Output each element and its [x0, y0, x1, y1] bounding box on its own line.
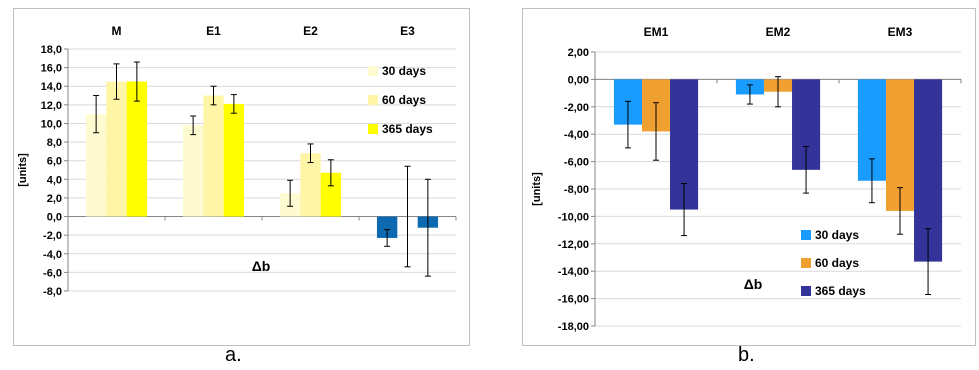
- annotation-delta-b: Δb: [744, 276, 763, 292]
- y-tick-label: 18,0: [41, 44, 62, 56]
- y-tick-label: -8,00: [564, 184, 589, 196]
- bar: [85, 114, 107, 217]
- bar: [106, 81, 127, 217]
- y-tick-label: 6,0: [47, 156, 62, 168]
- y-tick-label: 14,0: [41, 81, 62, 93]
- y-tick-label: -4,0: [43, 249, 62, 261]
- chart-b: 2,00 0,00 -2,00 -4,00 -6,00 -8,00 -10,00 -12,00…: [522, 8, 976, 346]
- legend-label: 365 days: [382, 122, 433, 136]
- chart-b-svg: 2,00 0,00 -2,00 -4,00 -6,00 -8,00 -10,00 -12,00…: [531, 25, 962, 333]
- bar: [376, 216, 398, 238]
- y-tick-label: 16,0: [41, 63, 62, 75]
- legend-swatch: [801, 286, 811, 296]
- legend-swatch: [368, 95, 378, 105]
- category-label: EM3: [888, 25, 913, 39]
- y-axis-label: [units]: [17, 153, 29, 187]
- bar: [223, 103, 245, 217]
- legend-swatch: [801, 258, 811, 268]
- y-tick-label: -6,00: [564, 157, 589, 169]
- y-tick-label: 4,0: [47, 174, 62, 186]
- bar: [300, 153, 321, 217]
- category-label: E3: [400, 24, 415, 38]
- y-tick-label: 12,0: [41, 100, 62, 112]
- y-tick-label: 0,00: [568, 74, 589, 86]
- caption-a: a.: [225, 344, 242, 366]
- y-tick-label: -2,0: [43, 230, 62, 242]
- y-axis-label: [units]: [531, 172, 543, 206]
- y-tick-label: -2,00: [564, 102, 589, 114]
- y-tick-label: 2,0: [47, 193, 62, 205]
- y-tick-label: -6,0: [43, 267, 62, 279]
- y-tick-label: -16,00: [558, 294, 589, 306]
- y-tick-label: -4,00: [564, 129, 589, 141]
- y-tick-label: 10,0: [41, 118, 62, 130]
- legend-label: 365 days: [815, 284, 866, 298]
- y-tick-label: -10,00: [558, 211, 589, 223]
- annotation-delta-b: Δb: [252, 258, 271, 274]
- category-label: M: [112, 24, 122, 38]
- bar: [126, 81, 148, 217]
- chart-a-svg: 18,0 16,0 14,0 12,0 10,0 8,0 6,0 4,0 2,0 0,0 -2,0 -…: [17, 24, 457, 298]
- y-tick-label: -18,00: [558, 321, 589, 333]
- bar: [320, 172, 342, 217]
- legend-label: 60 days: [382, 93, 426, 107]
- y-tick-label: 0,0: [47, 212, 62, 224]
- y-tick-label: -12,00: [558, 239, 589, 251]
- bar: [182, 125, 204, 217]
- chart-a: 18,0 16,0 14,0 12,0 10,0 8,0 6,0 4,0 2,0 0,0 -2,0 -…: [13, 8, 470, 346]
- legend-label: 60 days: [815, 256, 859, 270]
- caption-b: b.: [738, 344, 755, 366]
- legend-label: 30 days: [382, 64, 426, 78]
- y-tick-label: 8,0: [47, 137, 62, 149]
- category-label: EM2: [766, 25, 791, 39]
- category-label: EM1: [644, 25, 669, 39]
- y-tick-label: -8,0: [43, 286, 62, 298]
- legend-label: 30 days: [815, 228, 859, 242]
- legend-swatch: [801, 230, 811, 240]
- y-tick-label: 2,00: [568, 47, 589, 59]
- legend-swatch: [368, 124, 378, 134]
- y-tick-label: -14,00: [558, 266, 589, 278]
- bar: [203, 95, 224, 217]
- legend-swatch: [368, 66, 378, 76]
- category-label: E2: [303, 24, 318, 38]
- category-label: E1: [206, 24, 221, 38]
